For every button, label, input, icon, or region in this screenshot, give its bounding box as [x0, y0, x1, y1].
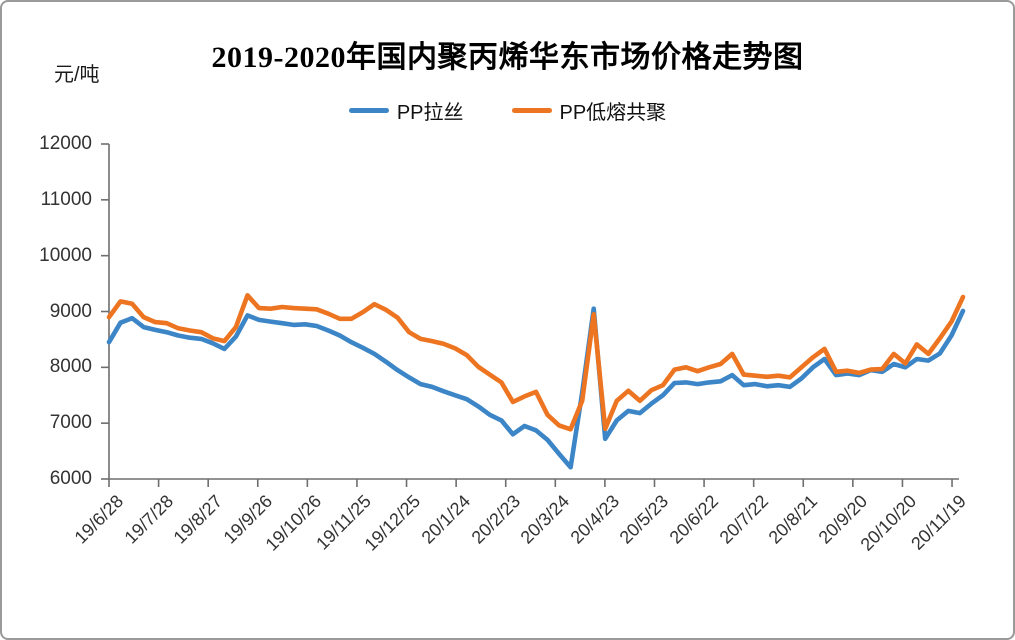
legend-line-swatch-orange-icon — [511, 108, 552, 113]
y-axis-label: 11000 — [40, 188, 92, 210]
legend-item-pp-lasi: PP拉丝 — [348, 96, 464, 125]
legend-label: PP低熔共聚 — [559, 102, 667, 124]
legend-line-swatch-blue-icon — [348, 108, 389, 113]
y-axis-unit-label: 元/吨 — [54, 64, 100, 86]
y-axis-label: 9000 — [49, 300, 92, 322]
legend: PP拉丝 PP低熔共聚 — [2, 96, 1013, 125]
chart-title: 2019-2020年国内聚丙烯华东市场价格走势图 — [211, 41, 804, 74]
legend-item-pp-low-melt-copolymer: PP低熔共聚 — [511, 96, 667, 125]
series-pp-lasi-line — [106, 306, 966, 470]
y-axis-label: 10000 — [39, 244, 92, 266]
legend-label: PP拉丝 — [396, 102, 464, 124]
y-axis-label: 6000 — [49, 468, 92, 489]
series-pp-low-melt-copolymer-line — [106, 292, 966, 432]
y-axis-label: 7000 — [49, 412, 92, 434]
y-axis-label: 12000 — [39, 133, 92, 154]
y-axis-label: 8000 — [49, 356, 92, 378]
